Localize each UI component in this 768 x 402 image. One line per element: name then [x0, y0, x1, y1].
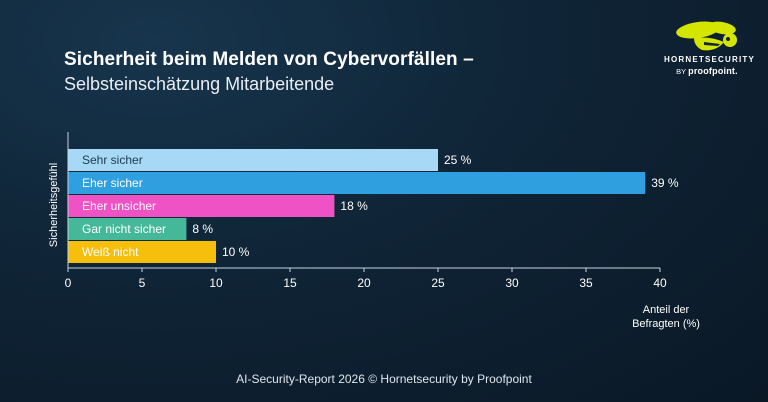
axes-group: 0 5 10 15 20 25 30 35 40 Anteil der Befragten (%) S… [48, 132, 700, 330]
category-label-4: Gar nicht sicher [82, 222, 166, 236]
chart-title: Sicherheit beim Melden von Cybervorfälle… [64, 49, 474, 70]
value-label-5: 10 % [222, 245, 250, 259]
value-label-2: 39 % [651, 176, 679, 190]
x-tick-label-5: 5 [139, 276, 146, 290]
category-label-5: Weiß nicht [82, 245, 139, 259]
x-tick-label-15: 15 [283, 276, 297, 290]
value-label-3: 18 % [340, 199, 368, 213]
bars-group: Sehr sicher 25 % Eher sicher 39 % Eher unsic… [68, 149, 679, 263]
logo-by: BY [676, 67, 687, 76]
logo-byline: BY proofpoint. [664, 66, 750, 76]
logo-brand: HORNETSECURITY [664, 55, 756, 64]
x-axis-title-line1: Anteil der [643, 304, 690, 316]
bar-4 [68, 218, 187, 240]
x-axis-title-line2: Befragten (%) [632, 318, 700, 330]
value-label-4: 8 % [192, 222, 213, 236]
category-label-2: Eher sicher [82, 176, 143, 190]
hornetsecurity-logo: HORNETSECURITY BY proofpoint. [664, 18, 756, 88]
logo-partner: proofpoint. [688, 66, 738, 76]
chart-subtitle: Selbsteinschätzung Mitarbeitende [64, 74, 335, 94]
x-tick-label-20: 20 [357, 276, 371, 290]
x-tick-label-30: 30 [505, 276, 519, 290]
x-tick-label-35: 35 [579, 276, 593, 290]
category-label-1: Sehr sicher [82, 153, 143, 167]
y-axis-title: Sicherheitsgefühl [48, 163, 60, 247]
x-tick-label-40: 40 [653, 276, 667, 290]
x-tick-label-10: 10 [209, 276, 223, 290]
bar-1 [68, 149, 438, 171]
bar-3 [68, 195, 335, 217]
x-tick-label-0: 0 [65, 276, 72, 290]
footer-source: AI-Security-Report 2026 © Hornetsecurity… [236, 372, 532, 386]
x-tick-label-25: 25 [431, 276, 445, 290]
category-label-3: Eher unsicher [82, 199, 156, 213]
hornet-icon [676, 21, 737, 51]
bar-5 [68, 241, 216, 263]
bar-2 [68, 172, 646, 194]
value-label-1: 25 % [444, 153, 472, 167]
